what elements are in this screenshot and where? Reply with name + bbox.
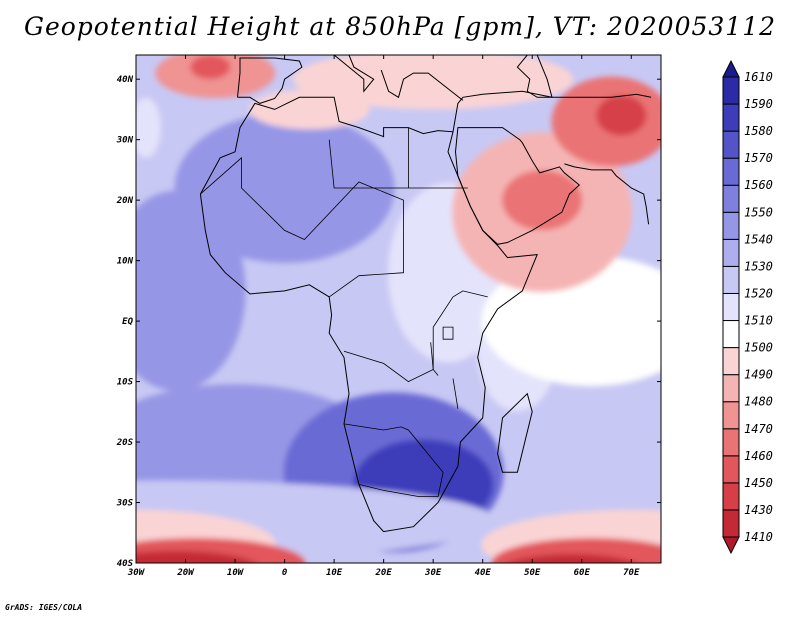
lat-tick-label: EQ: [122, 317, 133, 327]
field-region-14: [190, 55, 231, 80]
colorbar-box: [722, 238, 740, 267]
border-sahara: [328, 139, 468, 189]
lon-tick-label: 10E: [326, 568, 343, 578]
lon-tick-label: 20E: [375, 568, 393, 578]
field-region-20: [136, 551, 256, 563]
lake-tanganyika: [430, 342, 439, 376]
colorbar-label: 1550: [744, 205, 773, 219]
lat-tick-label: 40N: [117, 75, 134, 85]
colorbar-label: 1530: [744, 259, 773, 273]
field-region-16: [136, 97, 161, 158]
colorbar-label: 1540: [744, 232, 773, 246]
lon-tick-label: 0: [282, 568, 288, 578]
colorbar-label: 1580: [744, 124, 773, 138]
lake-malawi: [452, 378, 459, 409]
colorbar-label: 1430: [744, 503, 773, 517]
lon-tick-label: 30W: [127, 568, 146, 578]
lat-tick-label: 30N: [116, 136, 134, 146]
axis-ticks: 30W 20W 10W 0 10E 20E 30E 40E 50E 60E 70E 40S 30S 20S…: [116, 55, 661, 578]
lon-tick-label: 60E: [574, 568, 591, 578]
lat-tick-label: 30S: [116, 499, 134, 509]
colorbar-box: [722, 374, 740, 403]
coastlines-borders: [199, 55, 652, 533]
colorbar-box: [722, 130, 740, 159]
field-region-12: [293, 55, 574, 110]
asia-coastline: [452, 90, 652, 132]
colorbar-label: 1470: [744, 422, 773, 436]
colorbar-box: [722, 347, 740, 376]
lat-tick-label: 10S: [117, 378, 134, 388]
lake-victoria: [442, 326, 454, 340]
colorbar-label: 1510: [744, 314, 773, 328]
madagascar-coastline: [497, 392, 533, 473]
colorbar-arrow-low: [722, 536, 740, 555]
colorbar-label: 1560: [744, 178, 773, 192]
border-central: [343, 290, 488, 383]
colorbar-label: 1570: [744, 151, 773, 165]
lon-tick-label: 70E: [623, 568, 640, 578]
colorbar-box: [722, 509, 740, 538]
colorbar-box: [722, 455, 740, 484]
colorbar-box: [722, 211, 740, 240]
colorbar-label: 1490: [744, 368, 773, 382]
border-west-central: [200, 156, 404, 298]
lat-tick-label: 10N: [117, 257, 134, 267]
colorbar-label: 1460: [744, 449, 773, 463]
italy-coastline: [319, 55, 375, 93]
colorbar-box: [722, 103, 740, 132]
colorbar-box: [722, 401, 740, 430]
field-region-23: [507, 554, 636, 563]
lon-tick-label: 50E: [524, 568, 541, 578]
colorbar-box: [722, 428, 740, 457]
colorbar-label: 1480: [744, 395, 773, 409]
arabia-coastline: [454, 127, 581, 245]
lon-tick-label: 20W: [176, 568, 195, 578]
colorbar-arrow-high: [722, 59, 740, 78]
lon-tick-label: 40E: [475, 568, 492, 578]
colorbar-label: 1500: [744, 341, 773, 355]
balkan-coastline: [380, 69, 464, 101]
colorbar-box: [722, 157, 740, 186]
colorbar-label: 1410: [744, 530, 773, 544]
colorbar-box: [722, 320, 740, 349]
field-region-2: [136, 190, 246, 391]
colorbar-box: [722, 76, 740, 105]
lon-tick-label: 30E: [424, 568, 442, 578]
south-asia-coastline: [564, 163, 650, 225]
credit-label: GrADS: IGES/COLA: [5, 603, 83, 612]
colorbar: 1410 1430 1450 1460 1470 1480 1490 1500 1510 1520…: [722, 59, 773, 555]
caspian-coastline: [516, 55, 553, 98]
africa-coastline: [199, 96, 538, 533]
geopotential-field: [136, 55, 661, 563]
colorbar-box: [722, 265, 740, 294]
colorbar-label: 1450: [744, 476, 773, 490]
chart-title: Geopotential Height at 850hPa [gpm], VT:…: [23, 12, 777, 41]
field-region-11: [596, 95, 647, 136]
colorbar-label: 1520: [744, 286, 773, 300]
field-region-1: [174, 113, 395, 264]
lat-tick-label: 20S: [116, 438, 134, 448]
colorbar-box: [722, 184, 740, 213]
plot-frame: [135, 54, 662, 564]
field-region-9: [502, 170, 583, 231]
colorbar-box: [722, 292, 740, 322]
colorbar-label: 1610: [744, 70, 773, 84]
colorbar-label: 1590: [744, 97, 773, 111]
iberia-coastline: [237, 57, 303, 104]
lat-tick-label: 40S: [117, 559, 134, 569]
border-southern: [343, 423, 444, 497]
lon-tick-label: 10W: [227, 568, 245, 578]
colorbar-box: [722, 482, 740, 511]
lat-tick-label: 20N: [116, 196, 134, 206]
field-region-15: [249, 89, 370, 130]
